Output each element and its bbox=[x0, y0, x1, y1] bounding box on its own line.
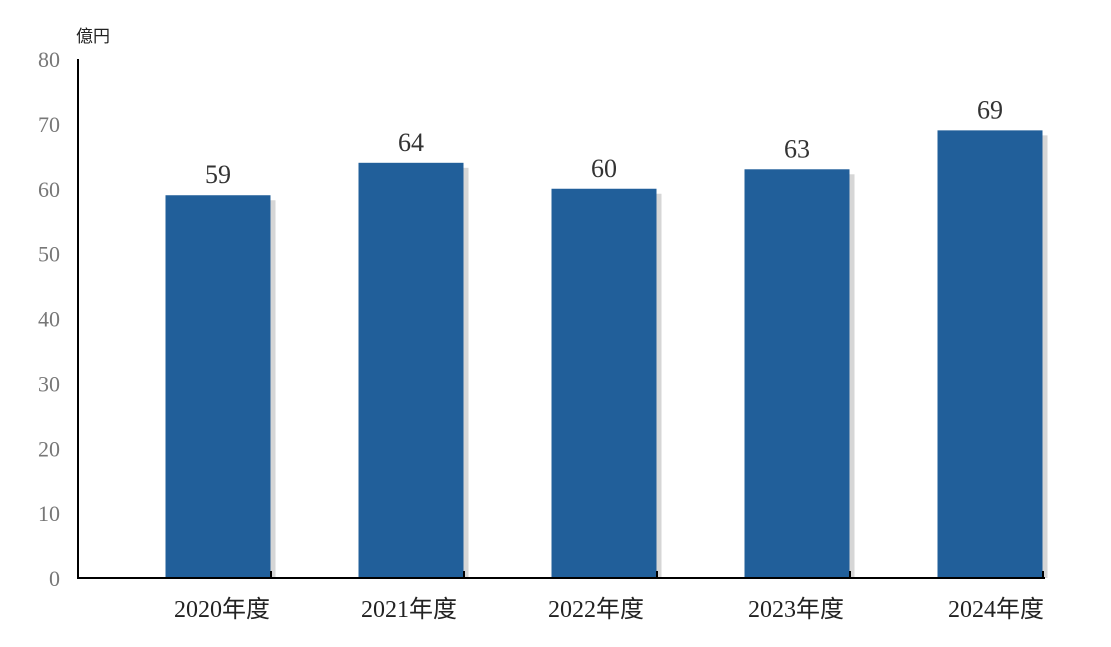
y-tick-label: 70 bbox=[38, 112, 60, 137]
axes bbox=[77, 59, 1045, 579]
y-tick-label: 0 bbox=[49, 566, 60, 591]
bar-value-label: 64 bbox=[398, 128, 424, 157]
bar bbox=[358, 162, 464, 579]
bar-value-label: 59 bbox=[205, 160, 231, 189]
x-category-label: 2020年度 bbox=[174, 596, 270, 623]
x-category-label: 2023年度 bbox=[748, 596, 844, 623]
y-tick-label: 80 bbox=[38, 47, 60, 72]
y-tick-label: 60 bbox=[38, 177, 60, 202]
bar bbox=[165, 195, 271, 579]
x-axis-labels: 2020年度 2021年度 2022年度 2023年度 2024年度 bbox=[174, 596, 1044, 623]
bar-value-label: 69 bbox=[977, 95, 1003, 124]
x-category-label: 2024年度 bbox=[948, 596, 1044, 623]
y-tick-label: 20 bbox=[38, 436, 60, 461]
bar bbox=[551, 188, 657, 578]
bar bbox=[744, 169, 850, 578]
x-category-label: 2022年度 bbox=[548, 596, 644, 623]
data-labels: 59 64 60 63 69 bbox=[205, 95, 1003, 189]
bars bbox=[165, 130, 1048, 579]
y-tick-label: 10 bbox=[38, 501, 60, 526]
x-category-label: 2021年度 bbox=[361, 596, 457, 623]
y-tick-label: 30 bbox=[38, 371, 60, 396]
bar-value-label: 63 bbox=[784, 134, 810, 163]
bar-value-label: 60 bbox=[591, 154, 617, 183]
bar bbox=[937, 130, 1043, 579]
y-axis-unit-label: 億円 bbox=[76, 27, 110, 47]
y-axis-ticks: 0 10 20 30 40 50 60 70 80 bbox=[38, 47, 60, 591]
y-tick-label: 50 bbox=[38, 242, 60, 267]
y-tick-label: 40 bbox=[38, 307, 60, 332]
